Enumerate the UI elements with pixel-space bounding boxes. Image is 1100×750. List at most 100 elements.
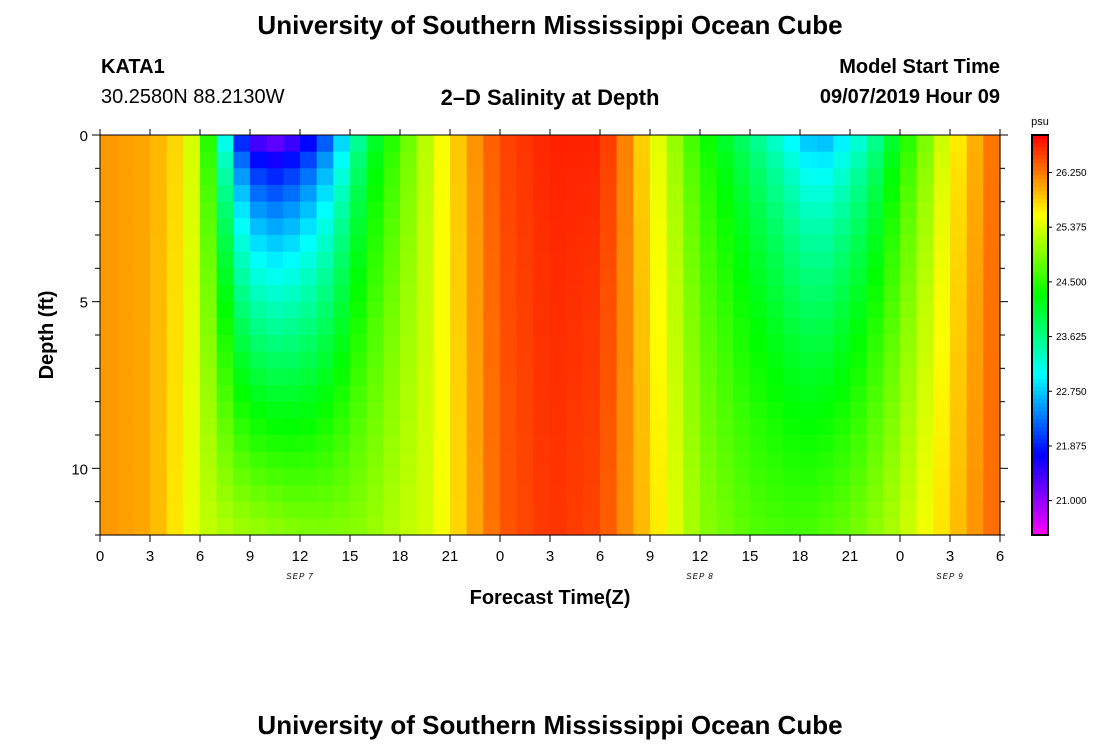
heatmap-cell: [600, 518, 618, 536]
heatmap-cell: [633, 401, 651, 419]
heatmap-cell: [383, 351, 401, 369]
heatmap-cell: [216, 135, 234, 153]
heatmap-cell: [950, 135, 968, 153]
heatmap-cell: [716, 368, 734, 386]
heatmap-cell: [783, 401, 801, 419]
heatmap-cell: [266, 235, 284, 253]
heatmap-cell: [533, 518, 551, 536]
heatmap-cell: [500, 518, 518, 536]
date-label: SEP 8: [686, 572, 713, 581]
heatmap-cell: [700, 168, 718, 186]
heatmap-cell: [400, 151, 418, 169]
heatmap-cell: [833, 401, 851, 419]
heatmap-cell: [216, 218, 234, 236]
heatmap-cell: [583, 468, 601, 486]
heatmap-cell: [400, 201, 418, 219]
heatmap-cell: [283, 385, 301, 403]
heatmap-cell: [750, 351, 768, 369]
heatmap-cell: [416, 501, 434, 519]
heatmap-cell: [316, 285, 334, 303]
heatmap-cell: [683, 518, 701, 536]
heatmap-cell: [816, 501, 834, 519]
heatmap-cell: [333, 451, 351, 469]
heatmap-cell: [750, 301, 768, 319]
heatmap-cell: [433, 368, 451, 386]
heatmap-cell: [816, 135, 834, 153]
heatmap-cell: [800, 168, 818, 186]
heatmap-cell: [733, 451, 751, 469]
heatmap-cell: [500, 318, 518, 336]
heatmap-cell: [666, 218, 684, 236]
heatmap-cell: [800, 401, 818, 419]
heatmap-cell: [533, 485, 551, 503]
heatmap-cell: [900, 135, 918, 153]
colorbar-segment: [1032, 451, 1048, 456]
heatmap-cell: [266, 401, 284, 419]
heatmap-cell: [633, 518, 651, 536]
heatmap-cell: [116, 468, 134, 486]
heatmap-cell: [850, 135, 868, 153]
heatmap-cell: [450, 501, 468, 519]
heatmap-cell: [100, 351, 118, 369]
heatmap-cell: [683, 135, 701, 153]
heatmap-cell: [683, 401, 701, 419]
heatmap-cell: [266, 435, 284, 453]
heatmap-cell: [733, 351, 751, 369]
heatmap-cell: [900, 501, 918, 519]
heatmap-cell: [366, 368, 384, 386]
x-tick-label: 3: [146, 548, 154, 565]
heatmap-cell: [100, 518, 118, 536]
heatmap-cell: [716, 501, 734, 519]
heatmap-cell: [766, 135, 784, 153]
heatmap-cell: [216, 285, 234, 303]
heatmap-cell: [650, 268, 668, 286]
heatmap-cell: [350, 151, 368, 169]
heatmap-cell: [966, 335, 984, 353]
heatmap-cell: [183, 385, 201, 403]
heatmap-cell: [183, 485, 201, 503]
heatmap-cell: [650, 418, 668, 436]
heatmap-cell: [783, 235, 801, 253]
heatmap-cell: [716, 268, 734, 286]
colorbar-segment: [1032, 251, 1048, 256]
heatmap-cell: [950, 301, 968, 319]
heatmap-cell: [350, 201, 368, 219]
heatmap-cell: [950, 485, 968, 503]
heatmap-cell: [350, 401, 368, 419]
colorbar-segment: [1032, 207, 1048, 212]
heatmap-cell: [983, 251, 1001, 269]
heatmap-cell: [416, 251, 434, 269]
heatmap-cell: [200, 218, 218, 236]
heatmap-cell: [250, 385, 268, 403]
heatmap-cell: [300, 468, 318, 486]
colorbar-segment: [1032, 175, 1048, 180]
heatmap-cell: [700, 501, 718, 519]
heatmap-cell: [500, 451, 518, 469]
heatmap-cell: [783, 418, 801, 436]
heatmap-cell: [666, 351, 684, 369]
heatmap-cell: [816, 251, 834, 269]
colorbar-segment: [1032, 387, 1048, 392]
heatmap-cell: [383, 518, 401, 536]
heatmap-cell: [450, 351, 468, 369]
heatmap-cell: [450, 368, 468, 386]
heatmap-cell: [400, 301, 418, 319]
heatmap-cell: [783, 251, 801, 269]
colorbar-tick-label: 22.750: [1056, 387, 1087, 398]
colorbar-segment: [1032, 179, 1048, 184]
heatmap-cell: [266, 218, 284, 236]
heatmap-cell: [650, 168, 668, 186]
heatmap-cell: [533, 235, 551, 253]
heatmap-cell: [183, 418, 201, 436]
colorbar-segment: [1032, 275, 1048, 280]
heatmap-cell: [416, 185, 434, 203]
colorbar-segment: [1032, 259, 1048, 264]
heatmap-cell: [166, 135, 184, 153]
heatmap-cell: [633, 485, 651, 503]
heatmap-cell: [133, 285, 151, 303]
colorbar-segment: [1032, 523, 1048, 528]
heatmap-cell: [800, 518, 818, 536]
heatmap-cell: [766, 518, 784, 536]
heatmap-cell: [616, 301, 634, 319]
heatmap-cell: [400, 368, 418, 386]
